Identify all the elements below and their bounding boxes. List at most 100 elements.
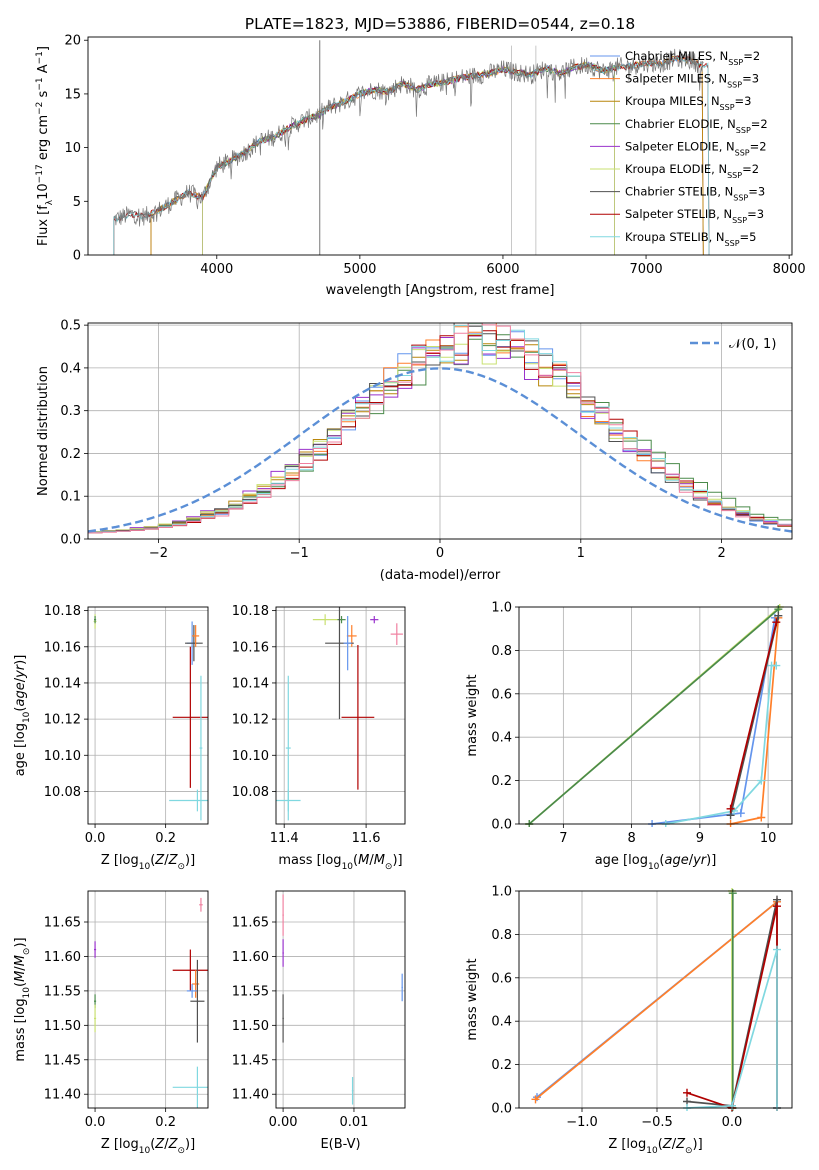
x-tick-label: 0.2 [155,831,176,846]
x-tick-label: 9 [696,831,704,846]
y-tick-label: 10.08 [232,785,269,800]
x-axis-label: (data-model)/error [380,568,501,583]
y-tick-label: 10.10 [44,749,81,764]
model-spectrum-line [202,61,615,255]
y-axis-label: Flux [fλ10−17 erg cm−2 s−1 A−1] [35,46,55,246]
x-axis-label: wavelength [Angstrom, rest frame] [326,283,555,298]
axes-frame [275,890,406,1109]
y-tick-label: 11.45 [44,1053,81,1068]
mass-weight-line [651,617,776,825]
x-tick-label: 7 [559,831,567,846]
mass-vs-ebv-panel: 0.00 0.01 11.40 11.45 11.50 11.55 11.60 11.65 E(… [232,890,406,1152]
y-tick-label: 11.50 [44,1019,81,1034]
y-tick-label: 0.8 [491,644,512,659]
y-tick-label: 0.8 [491,928,512,943]
x-axis-label: age [log10(age/yr)] [595,853,717,872]
age-vs-mass-panel: 11.4 11.6 10.08 10.10 10.12 10.14 10.16 10.18 ma… [232,604,406,872]
x-tick-label: −1 [290,546,309,561]
y-tick-label: 0.2 [491,1058,512,1073]
mass-weight-line [534,901,778,1100]
y-tick-label: 10.12 [232,713,269,728]
y-tick-label: 11.60 [232,950,269,965]
y-tick-label: 15 [64,87,81,102]
x-tick-label: 6000 [486,262,519,277]
legend-entry: Salpeter MILES, NSSP=3 [625,72,759,90]
legend-entry: Salpeter ELODIE, NSSP=2 [625,139,767,157]
y-tick-label: 10.08 [44,785,81,800]
y-tick-label: 10.18 [44,604,81,619]
y-tick-label: 11.40 [44,1088,81,1103]
y-axis-label: mass [log10(M/M⊙)] [13,937,32,1061]
y-tick-label: 11.65 [44,916,81,931]
x-tick-label: 10 [760,831,777,846]
y-tick-label: 0 [73,249,81,264]
mass-weight-marker [757,813,766,822]
x-tick-label: −2 [149,546,168,561]
y-tick-label: 10.16 [44,640,81,655]
x-tick-label: 8000 [773,262,806,277]
residual-histogram [88,323,792,534]
legend-entry: Kroupa ELODIE, NSSP=2 [625,162,759,180]
y-tick-label: 0.4 [491,1015,512,1030]
y-axis-label: mass weight [465,674,480,756]
x-tick-label: 11.6 [352,831,381,846]
y-tick-label: 10.14 [44,676,81,691]
mass-weight-vs-age-panel: 7 8 9 10 0.0 0.2 0.4 0.6 0.8 1.0 age [log10(age/yr… [465,601,793,872]
x-tick-label: 0.2 [155,1115,176,1130]
mass-vs-Z-panel: 0.0 0.2 11.40 11.45 11.50 11.55 11.60 11.65 Z [l… [13,890,209,1156]
spectrum-legend: Chabrier MILES, NSSP=2 Salpeter MILES, NS… [590,49,768,247]
legend-entry: Kroupa MILES, NSSP=3 [625,94,751,112]
y-tick-label: 11.60 [44,950,81,965]
x-axis-label: Z [log10(Z/Z⊙)] [101,853,195,872]
y-tick-label: 20 [64,34,81,49]
residuals-panel: −2 −1 0 1 2 0.0 0.1 0.2 0.3 0.4 0.5 (data-model)/er… [36,319,793,583]
x-tick-label: 8 [627,831,635,846]
y-tick-label: 10.12 [44,713,81,728]
y-tick-label: 1.0 [491,601,512,616]
mass-weight-marker [683,1088,691,1097]
y-tick-label: 0.6 [491,687,512,702]
y-tick-label: 11.50 [232,1019,269,1034]
mass-weight-marker [531,1095,540,1104]
mass-weight-marker [773,945,781,954]
y-tick-label: 5 [73,195,81,210]
x-tick-label: 0.01 [339,1115,368,1130]
mass-weight-marker [774,611,783,620]
y-tick-label: 11.65 [232,916,269,931]
mass-weight-line [729,621,778,810]
axes-frame [87,606,209,825]
y-tick-label: 0.2 [491,774,512,789]
y-tick-label: 0.2 [60,447,81,462]
x-tick-label: 4000 [200,262,233,277]
gaussian-curve [88,367,792,533]
y-tick-label: 10.18 [232,604,269,619]
data-spectrum-line [113,48,704,227]
mass-weight-marker [757,776,766,785]
y-axis-label: mass weight [465,958,480,1040]
y-tick-label: 0.6 [491,971,512,986]
x-axis-label: Z [log10(Z/Z⊙)] [608,1137,702,1156]
legend-entry: Chabrier ELODIE, NSSP=2 [625,117,768,135]
x-tick-label: 5000 [343,262,376,277]
legend-entry: Kroupa STELIB, NSSP=5 [625,230,756,248]
mass-weight-vs-Z-panel: −1.0 −0.5 0.0 0.0 0.2 0.4 0.6 0.8 1.0 Z [log10(Z/… [465,885,793,1156]
y-tick-label: 0.1 [60,490,81,505]
spectrum-panel: 4000 5000 6000 7000 8000 0 5 10 15 20 wavelength [… [35,34,806,298]
x-tick-label: 0 [436,546,444,561]
x-tick-label: 0.0 [85,1115,106,1130]
y-tick-label: 0.0 [491,818,512,833]
x-tick-label: 2 [717,546,725,561]
y-tick-label: 11.40 [232,1088,269,1103]
x-tick-label: −0.5 [641,1115,673,1130]
y-axis-label: age [log10(age/yr)] [13,655,32,777]
y-tick-label: 0.3 [60,404,81,419]
y-axis-label: Normed distribution [36,366,51,496]
x-axis-label: Z [log10(Z/Z⊙)] [101,1137,195,1156]
model-spectrum-line [113,55,710,255]
mass-weight-line [686,949,778,1109]
mass-weight-marker [773,902,781,911]
axes-frame [87,890,209,1109]
mass-weight-marker [728,889,737,898]
y-tick-label: 11.55 [232,984,269,999]
age-vs-Z-panel: 0.0 0.2 10.08 10.10 10.12 10.14 10.16 10.18 Z [l… [13,604,209,872]
